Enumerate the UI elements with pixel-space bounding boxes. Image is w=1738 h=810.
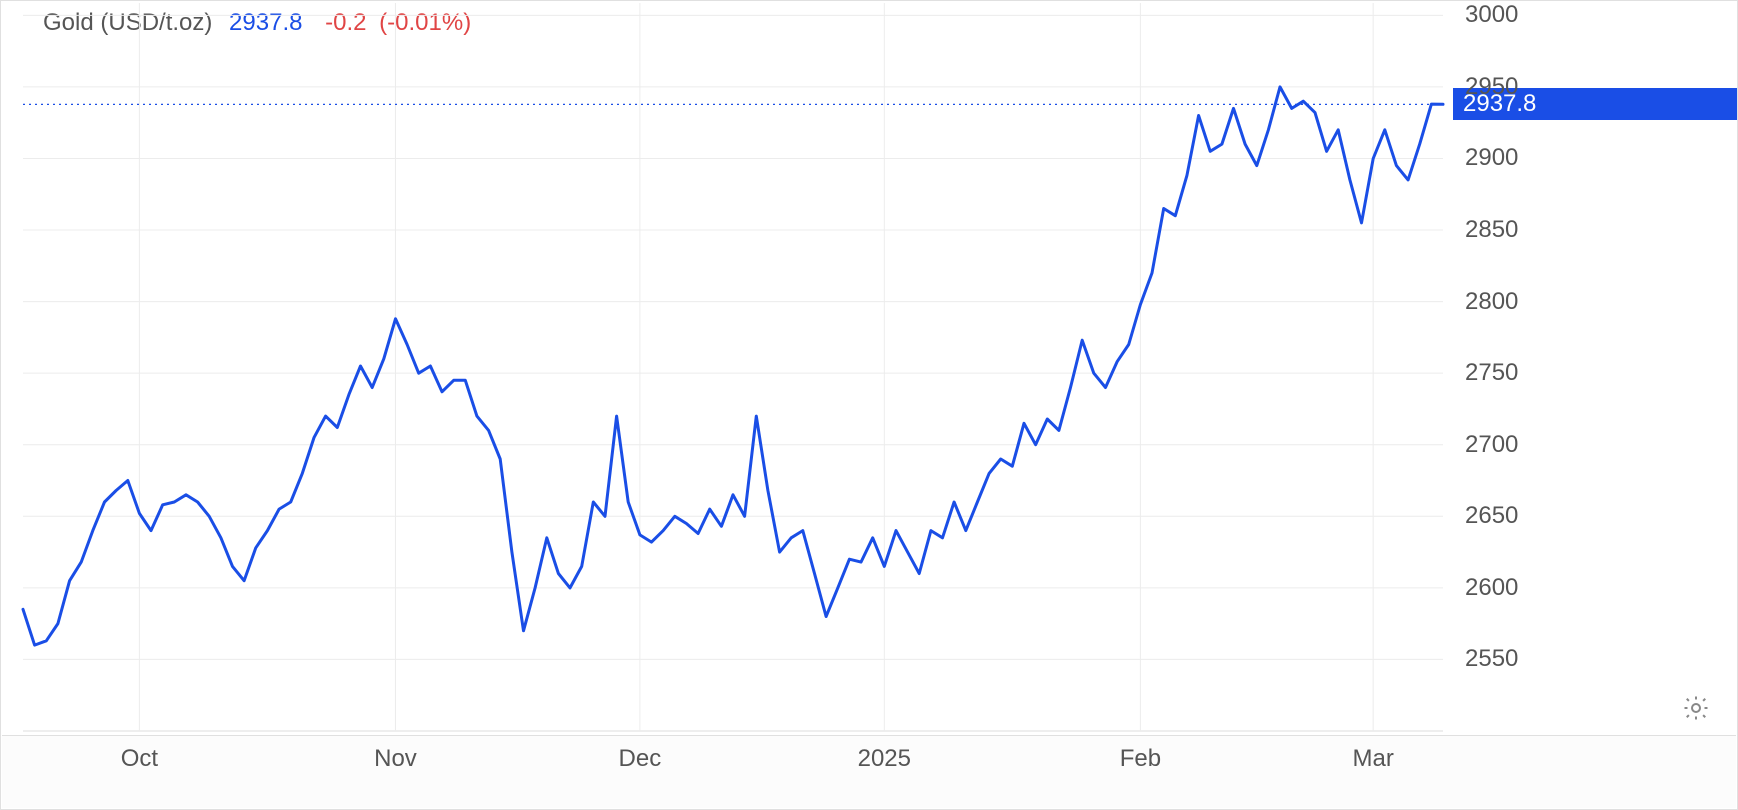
x-tick-label: Oct: [121, 745, 158, 773]
y-tick-label: 2950: [1465, 73, 1518, 101]
y-tick-label: 2550: [1465, 645, 1518, 673]
y-tick-label: 2850: [1465, 216, 1518, 244]
x-tick-label: Nov: [374, 745, 417, 773]
y-tick-label: 2800: [1465, 288, 1518, 316]
y-tick-label: 3000: [1465, 1, 1518, 29]
x-tick-label: Mar: [1352, 745, 1393, 773]
x-tick-label: 2025: [858, 745, 911, 773]
x-tick-label: Dec: [619, 745, 662, 773]
y-tick-label: 2750: [1465, 359, 1518, 387]
settings-gear-icon[interactable]: [1681, 693, 1711, 723]
y-tick-label: 2650: [1465, 502, 1518, 530]
price-line-chart[interactable]: [1, 1, 1738, 810]
y-tick-label: 2900: [1465, 144, 1518, 172]
y-tick-label: 2600: [1465, 574, 1518, 602]
chart-container: Gold (USD/t.oz) 2937.8 -0.2 (-0.01%) 293…: [0, 0, 1738, 810]
x-tick-label: Feb: [1120, 745, 1161, 773]
y-tick-label: 2700: [1465, 431, 1518, 459]
